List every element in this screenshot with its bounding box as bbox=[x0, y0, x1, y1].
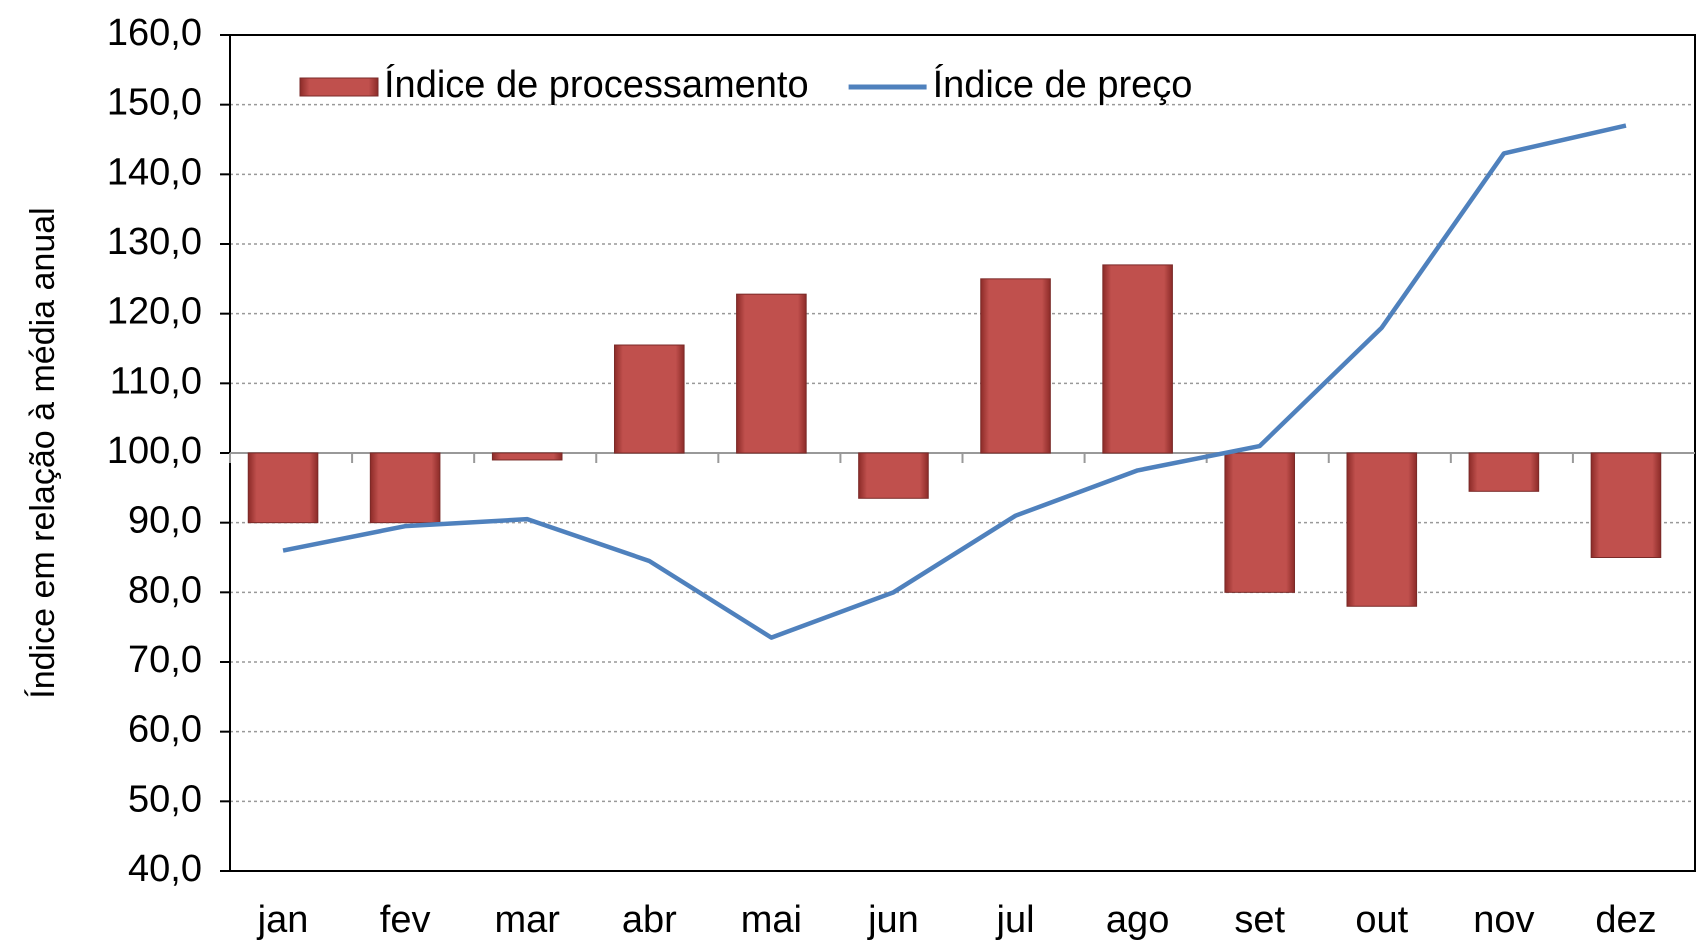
legend-swatch bbox=[300, 78, 378, 96]
bar bbox=[1347, 453, 1417, 606]
legend-label: Índice de processamento bbox=[384, 63, 809, 106]
x-tick-label: jan bbox=[257, 899, 309, 941]
bar bbox=[981, 279, 1051, 453]
bar bbox=[248, 453, 318, 523]
x-tick-label: jul bbox=[996, 899, 1035, 941]
y-tick-label: 130,0 bbox=[107, 221, 202, 263]
y-tick-label: 120,0 bbox=[107, 291, 202, 333]
y-tick-label: 70,0 bbox=[128, 639, 202, 681]
y-tick-label: 100,0 bbox=[107, 430, 202, 472]
bar bbox=[614, 345, 684, 453]
legend-label: Índice de preço bbox=[933, 63, 1193, 106]
y-tick-label: 90,0 bbox=[128, 500, 202, 542]
bar bbox=[1225, 453, 1295, 592]
y-tick-label: 80,0 bbox=[128, 569, 202, 611]
chart: Índice em relação à média anual 40,0 50,0… bbox=[0, 0, 1698, 943]
y-axis-title: Índice em relação à média anual bbox=[24, 207, 62, 698]
y-tick-label: 150,0 bbox=[107, 82, 202, 124]
x-tick-label: dez bbox=[1595, 899, 1656, 941]
x-tick-label: nov bbox=[1473, 899, 1534, 941]
bar bbox=[859, 453, 929, 498]
x-tick-label: out bbox=[1355, 899, 1408, 941]
y-tick-label: 50,0 bbox=[128, 778, 202, 820]
bar bbox=[1469, 453, 1539, 491]
y-tick-label: 140,0 bbox=[107, 151, 202, 193]
bar bbox=[370, 453, 440, 523]
y-tick-label: 160,0 bbox=[107, 12, 202, 54]
x-tick-label: ago bbox=[1106, 899, 1169, 941]
bar bbox=[737, 294, 807, 453]
x-tick-label: mai bbox=[741, 899, 802, 941]
x-tick-label: fev bbox=[380, 899, 431, 941]
x-tick-label: mar bbox=[494, 899, 560, 941]
y-tick-label: 40,0 bbox=[128, 848, 202, 890]
bar bbox=[1591, 453, 1661, 558]
x-tick-label: set bbox=[1234, 899, 1285, 941]
x-tick-label: jun bbox=[867, 899, 919, 941]
y-tick-label: 60,0 bbox=[128, 709, 202, 751]
x-tick-label: abr bbox=[622, 899, 677, 941]
bar bbox=[492, 453, 562, 460]
y-tick-label: 110,0 bbox=[110, 360, 202, 402]
bar bbox=[1103, 265, 1173, 453]
page: Índice em relação à média anual 40,0 50,0… bbox=[0, 0, 1698, 943]
